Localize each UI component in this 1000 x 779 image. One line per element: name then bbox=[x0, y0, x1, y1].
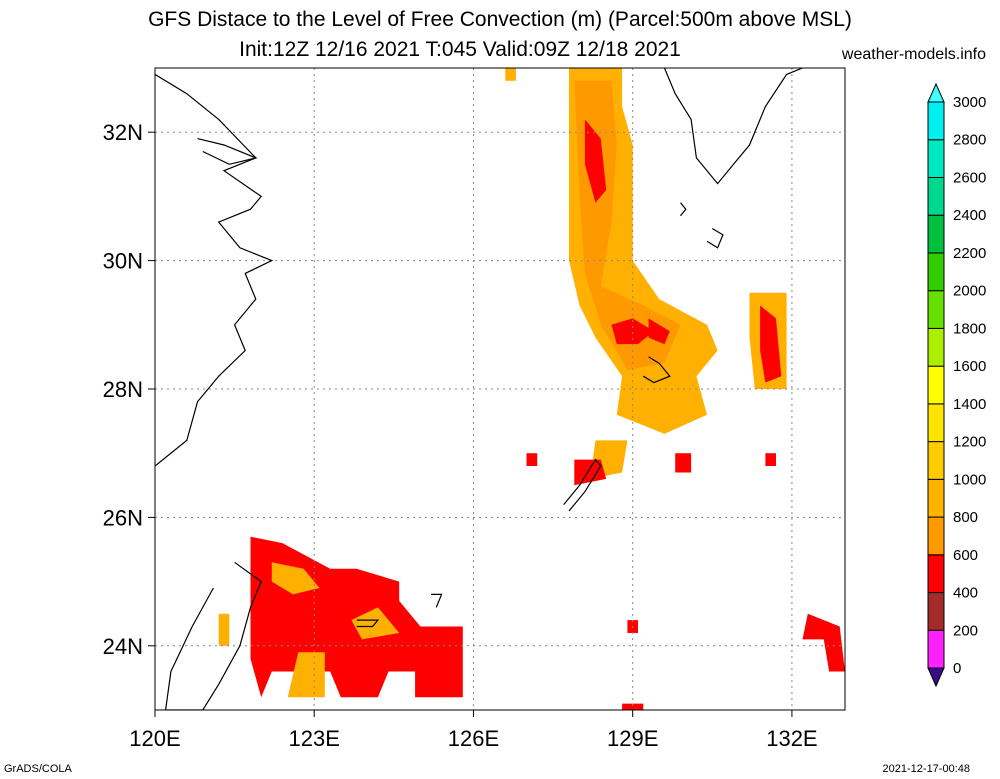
axis-ticks: 120E 123E 126E 129E 132E 24N 26N 28N 30N 32N bbox=[103, 120, 818, 751]
field-east-red-24n bbox=[802, 613, 845, 672]
colorbar-level-label: 0 bbox=[953, 660, 961, 677]
colorbar-segment bbox=[927, 403, 945, 443]
field-red-26n bbox=[574, 459, 607, 486]
colorbar-segment bbox=[927, 327, 945, 367]
field-small-red-5 bbox=[765, 453, 776, 466]
lon-tick-label: 132E bbox=[766, 726, 817, 751]
lat-tick-label: 26N bbox=[103, 505, 143, 530]
colorbar-level-label: 400 bbox=[953, 585, 978, 602]
coast-kyushu bbox=[663, 68, 803, 185]
colorbar-level-label: 1400 bbox=[953, 396, 986, 413]
coast-okinawa bbox=[563, 458, 602, 512]
colorbar-segment bbox=[927, 214, 945, 254]
colorbar-segment bbox=[927, 478, 945, 518]
field-taiwan-area-orange bbox=[271, 562, 320, 595]
lon-tick-label: 126E bbox=[448, 726, 499, 751]
field-small-red-3 bbox=[526, 453, 538, 466]
colorbar-level-label: 2000 bbox=[953, 283, 986, 300]
field-east-strip-red bbox=[760, 305, 782, 383]
convection-fields bbox=[218, 68, 845, 710]
lat-tick-label: 24N bbox=[103, 634, 143, 659]
site-label: weather-models.info bbox=[841, 46, 986, 63]
field-small-red-2 bbox=[622, 703, 644, 710]
colorbar-level-label: 1000 bbox=[953, 471, 986, 488]
coast-yaku-tanega bbox=[706, 227, 724, 249]
coast-tokara bbox=[680, 202, 687, 217]
coastlines bbox=[155, 68, 803, 710]
colorbar-level-label: 2400 bbox=[953, 207, 986, 224]
credit-label: GrADS/COLA bbox=[4, 763, 72, 775]
lon-tick-label: 123E bbox=[289, 726, 340, 751]
colorbar-segment bbox=[927, 441, 945, 480]
colorbar-segment bbox=[927, 101, 945, 141]
colorbar-level-label: 1800 bbox=[953, 320, 986, 337]
coast-amami-oshima bbox=[642, 356, 671, 384]
colorbar-level-label: 3000 bbox=[953, 94, 986, 111]
lon-tick-label: 120E bbox=[129, 726, 180, 751]
field-red-blob-28n bbox=[611, 318, 654, 345]
colorbar-level-label: 1600 bbox=[953, 358, 986, 375]
colorbar-level-label: 2200 bbox=[953, 245, 986, 262]
field-north-band-red bbox=[584, 119, 607, 203]
lon-tick-label: 129E bbox=[607, 726, 658, 751]
coast-ishigaki bbox=[356, 619, 380, 628]
coast-yangtze-estuary bbox=[197, 138, 258, 165]
colorbar-segment bbox=[927, 554, 945, 594]
field-small-orange-1 bbox=[505, 68, 516, 81]
colorbar-level-label: 1200 bbox=[953, 434, 986, 451]
field-taiwan-area-orange-3 bbox=[287, 652, 325, 698]
colorbar-segment bbox=[927, 516, 945, 556]
colorbar: 0 200 400 600 800 1000 1200 1400 1600 1800 2000 220… bbox=[927, 82, 986, 688]
field-taiwan-area bbox=[250, 536, 463, 698]
colorbar-max-triangle bbox=[927, 82, 945, 103]
field-small-orange-2 bbox=[218, 613, 230, 646]
colorbar-min-triangle bbox=[927, 667, 945, 688]
coast-china-coast-north bbox=[155, 73, 274, 467]
colorbar-segment bbox=[927, 629, 945, 669]
colorbar-segment bbox=[927, 592, 945, 631]
lat-tick-label: 32N bbox=[103, 120, 143, 145]
lat-tick-label: 30N bbox=[103, 249, 143, 274]
graticule bbox=[155, 68, 845, 710]
chart-title: GFS Distace to the Level of Free Convect… bbox=[148, 8, 852, 31]
colorbar-level-label: 200 bbox=[953, 622, 978, 639]
colorbar-segment bbox=[927, 139, 945, 178]
colorbar-segment bbox=[927, 176, 945, 216]
coast-taiwan bbox=[164, 561, 262, 710]
coast-miyako bbox=[431, 593, 443, 608]
colorbar-level-label: 600 bbox=[953, 547, 978, 564]
colorbar-level-label: 2800 bbox=[953, 132, 986, 149]
colorbar-segment bbox=[927, 290, 945, 329]
colorbar-level-label: 800 bbox=[953, 509, 978, 526]
field-small-red-4 bbox=[675, 453, 692, 473]
lat-tick-label: 28N bbox=[103, 377, 143, 402]
colorbar-level-label: 2600 bbox=[953, 169, 986, 186]
colorbar-segment bbox=[927, 365, 945, 405]
colorbar-segment bbox=[927, 252, 945, 292]
timestamp-label: 2021-12-17-00:48 bbox=[882, 763, 970, 775]
chart-subtitle: Init:12Z 12/16 2021 T:045 Valid:09Z 12/1… bbox=[239, 38, 681, 61]
field-red-blob-29n bbox=[648, 318, 670, 345]
